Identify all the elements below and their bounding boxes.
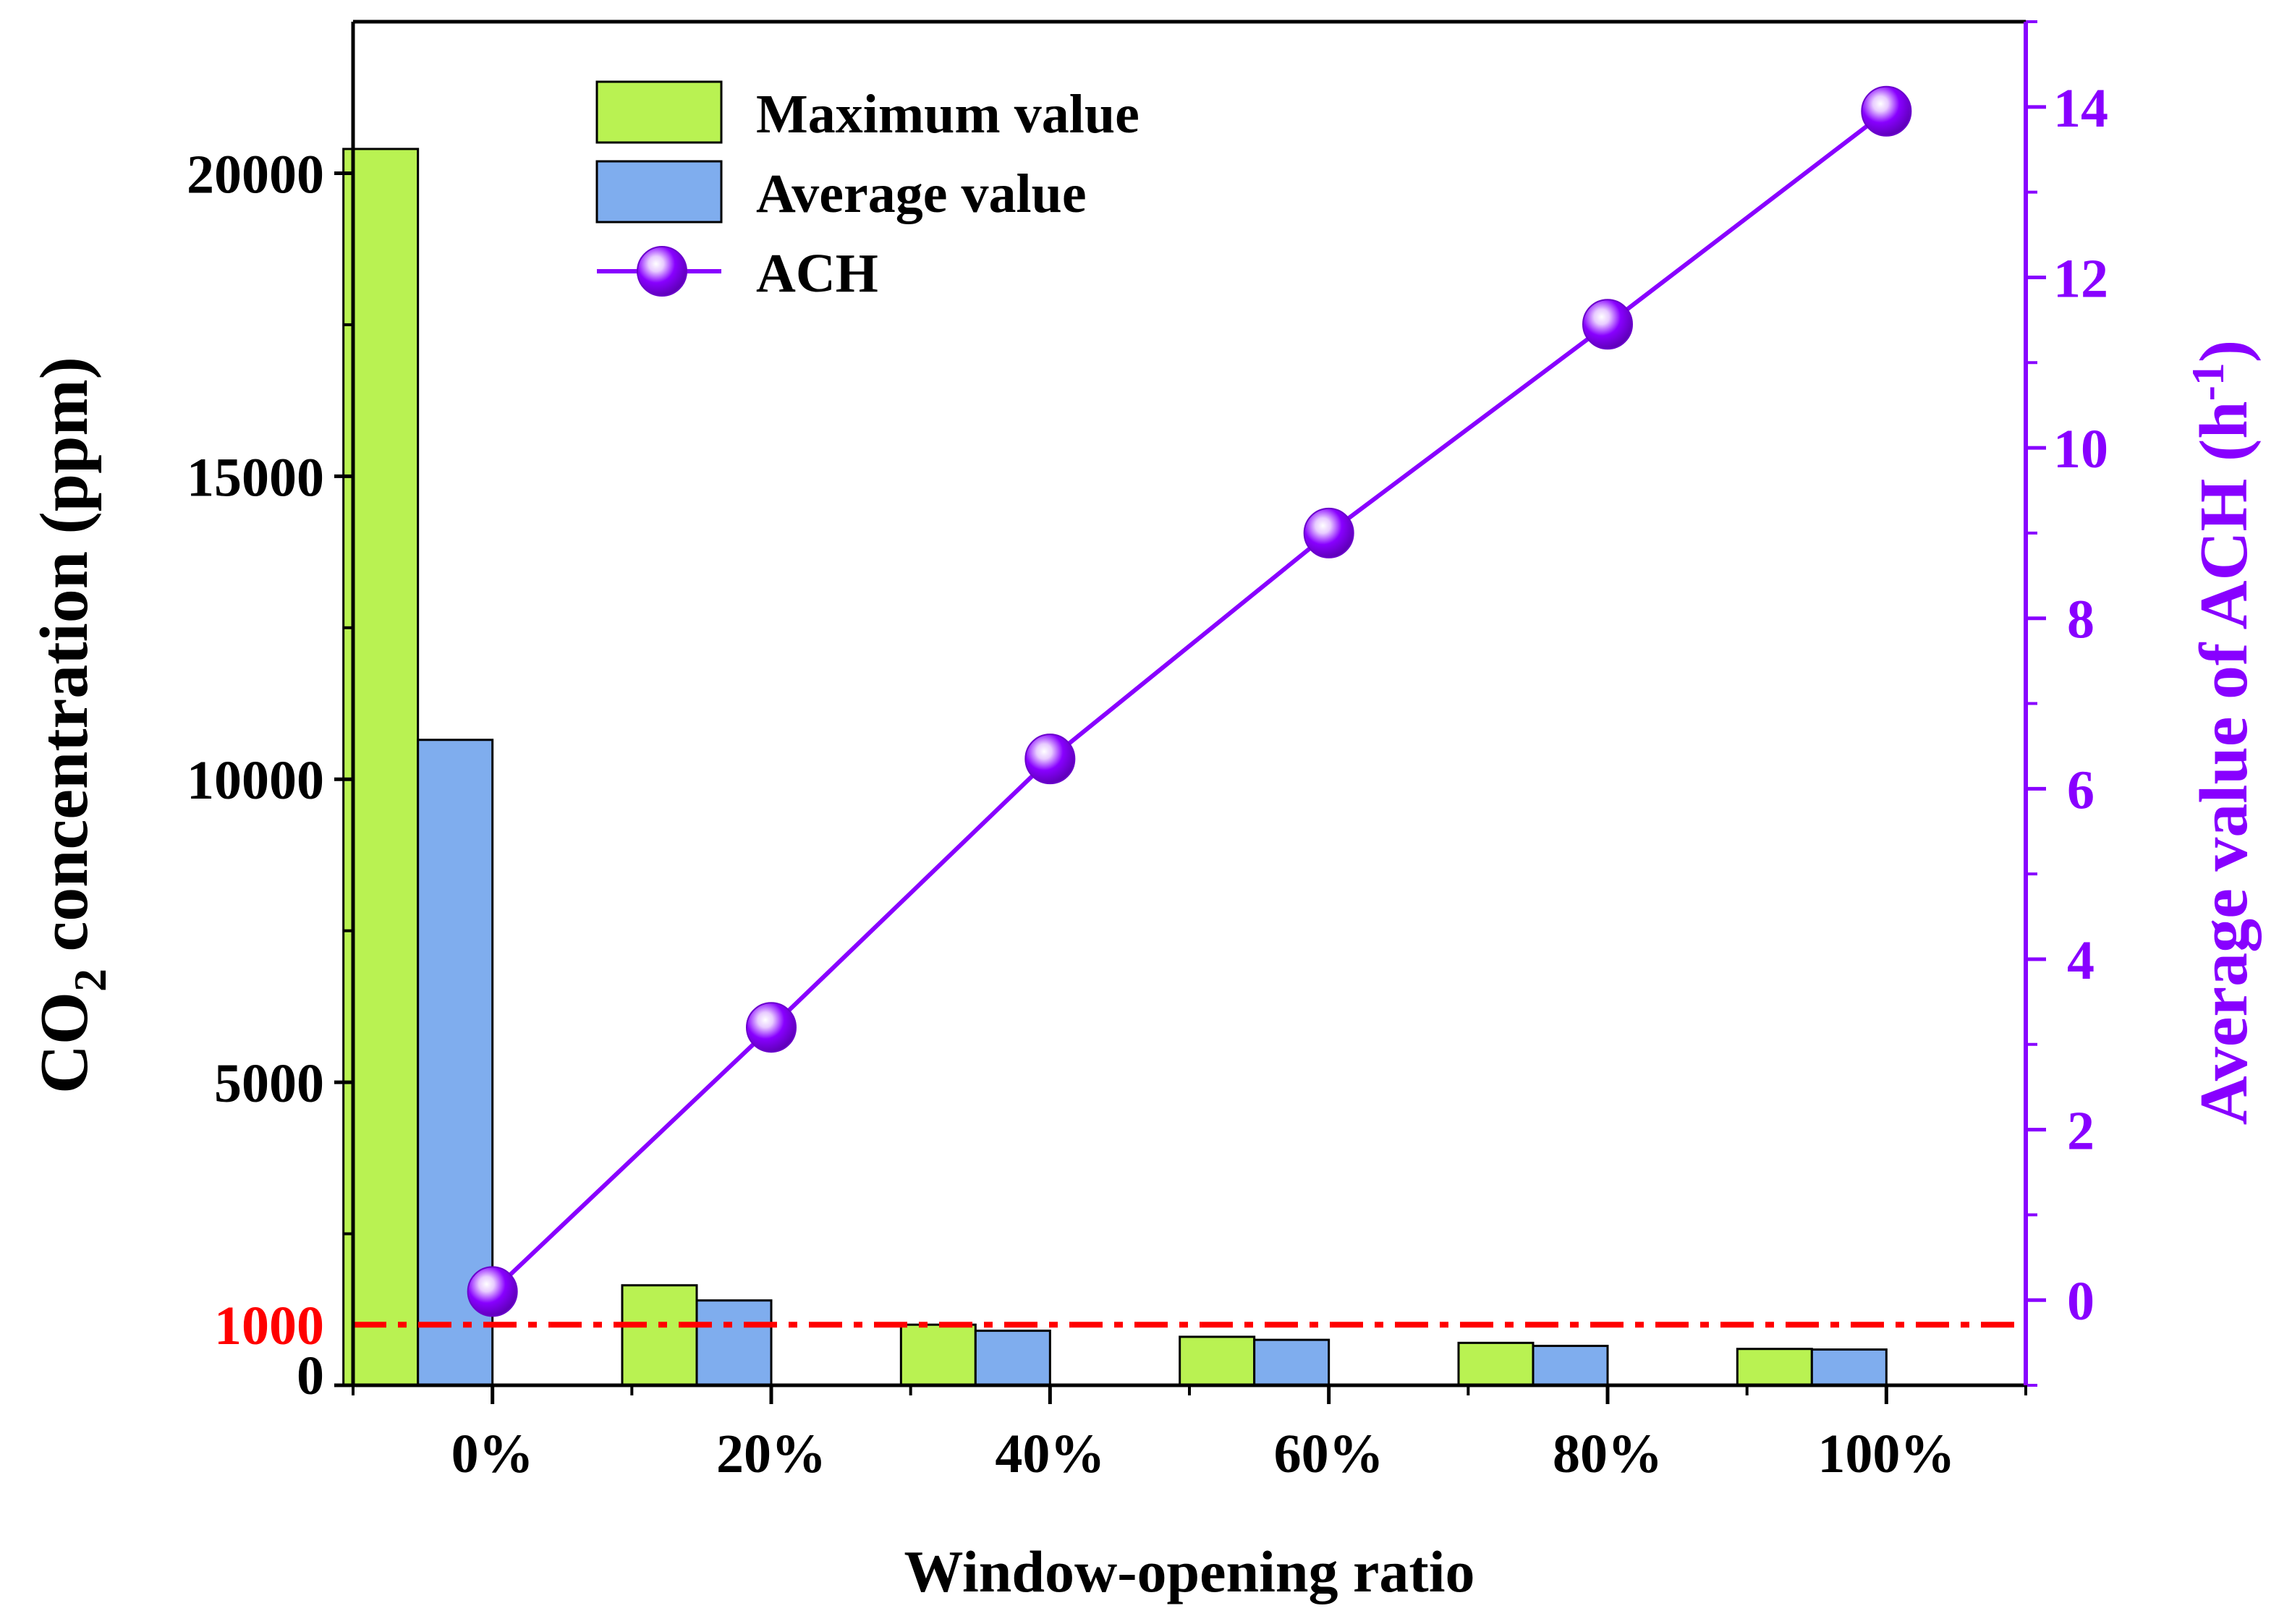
left-tick-label-20000: 20000 — [187, 144, 324, 205]
x-tick-label-2: 40% — [995, 1424, 1105, 1484]
right-tick-label-12: 12 — [2053, 248, 2108, 309]
bar-avg-4 — [1532, 1345, 1609, 1387]
bar-avg-1 — [695, 1299, 773, 1387]
x-tick-label-3: 60% — [1274, 1424, 1384, 1484]
right-tick-label-4: 4 — [2067, 930, 2095, 991]
ach-line-group — [467, 85, 1912, 1317]
left-tick-label-10000: 10000 — [187, 750, 324, 811]
bar-max-1 — [621, 1284, 698, 1387]
legend-ach-marker — [637, 246, 687, 297]
bar-max-2 — [899, 1323, 977, 1387]
x-tick-label-4: 80% — [1553, 1424, 1663, 1484]
bar-max-4 — [1457, 1341, 1535, 1387]
axes-group — [334, 20, 2046, 1404]
left-axis-title: CO2 concentration (ppm) — [27, 357, 116, 1094]
ach-point-2 — [1024, 734, 1076, 785]
right-tick-label-2: 2 — [2067, 1101, 2095, 1162]
ach-point-3 — [1303, 507, 1354, 558]
bar-avg-2 — [974, 1330, 1051, 1387]
ach-point-1 — [746, 1002, 797, 1053]
right-tick-label-14: 14 — [2053, 78, 2108, 139]
x-axis-title: Window-opening ratio — [904, 1539, 1474, 1604]
bar-max-3 — [1179, 1335, 1256, 1387]
ach-point-0 — [467, 1266, 518, 1317]
right-tick-label-10: 10 — [2053, 419, 2108, 480]
x-tick-label-5: 100% — [1817, 1424, 1955, 1484]
right-axis-title-sup: -1 — [2182, 362, 2233, 401]
left-tick-label-15000: 15000 — [187, 447, 324, 508]
right-tick-label-6: 6 — [2067, 760, 2095, 820]
right-axis-title-rest: ) — [2186, 340, 2262, 362]
x-tick-label-0: 0% — [451, 1424, 534, 1484]
left-axis-title-sub: 2 — [64, 969, 116, 992]
bar-max-5 — [1736, 1348, 1813, 1387]
legend-swatch-0 — [595, 80, 723, 144]
right-axis-title: Average value of ACH (h-1) — [2182, 340, 2262, 1125]
left-tick-label-0: 0 — [297, 1345, 324, 1406]
bar-avg-5 — [1810, 1348, 1888, 1387]
legend-label-0: Maximum value — [756, 84, 1140, 145]
ach-line — [491, 109, 1888, 1293]
bar-avg-3 — [1253, 1338, 1331, 1387]
right-tick-label-8: 8 — [2067, 590, 2095, 650]
legend-label-2: ACH — [756, 243, 878, 304]
right-axis-title-main: Average value of ACH (h — [2186, 401, 2262, 1125]
legend-swatch-1 — [595, 160, 723, 224]
x-tick-label-1: 20% — [716, 1424, 826, 1484]
left-axis-title-main: CO — [27, 992, 102, 1094]
ach-point-5 — [1861, 85, 1912, 137]
threshold-label: 1000 — [214, 1296, 324, 1356]
ach-point-4 — [1582, 299, 1633, 350]
right-tick-label-0: 0 — [2067, 1271, 2095, 1332]
legend: Maximum value Average value ACH — [595, 80, 1140, 304]
legend-label-1: Average value — [756, 163, 1087, 224]
left-axis-title-rest: concentration (ppm) — [27, 357, 102, 969]
bar-max-0 — [342, 148, 420, 1387]
left-tick-label-5000: 5000 — [214, 1053, 324, 1114]
